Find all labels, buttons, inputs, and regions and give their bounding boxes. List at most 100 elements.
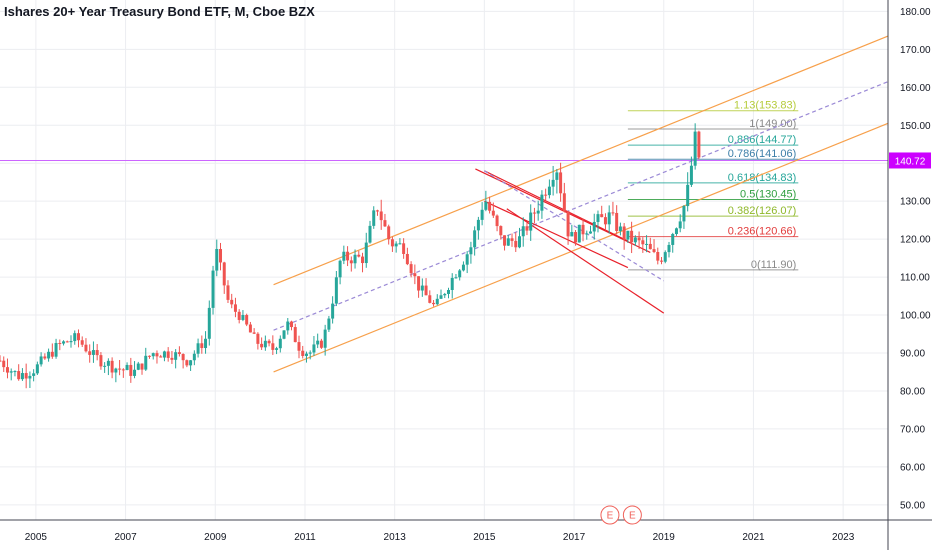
- candle-body: [405, 253, 409, 265]
- y-tick-label: 180.00: [900, 7, 931, 18]
- candle-body: [32, 373, 36, 376]
- candle-body: [301, 350, 305, 356]
- candle-body: [667, 244, 671, 253]
- channel-orange-lower: [273, 122, 889, 373]
- candle-body: [349, 260, 353, 264]
- candle-body: [566, 211, 570, 237]
- x-tick-label: 2013: [384, 532, 407, 543]
- candle-body: [114, 368, 118, 373]
- candle-body: [645, 243, 649, 245]
- candle-body: [589, 231, 593, 234]
- candle-body: [622, 226, 626, 240]
- candle-body: [237, 311, 241, 320]
- y-tick-label: 90.00: [900, 348, 925, 359]
- candle-body: [394, 243, 398, 247]
- candle-body: [338, 260, 342, 278]
- candle-body: [5, 367, 9, 373]
- x-tick-label: 2007: [114, 532, 137, 543]
- channel-purple-dotted: [484, 170, 665, 282]
- candle-body: [559, 172, 563, 194]
- candle-body: [327, 318, 331, 330]
- candle-body: [409, 264, 413, 274]
- candle-body: [682, 206, 686, 222]
- fib-label: 0.5(130.45): [740, 188, 796, 200]
- candle-body: [633, 237, 637, 243]
- candle-body: [76, 333, 80, 341]
- fib-label: 0.382(126.07): [728, 205, 797, 217]
- candle-body: [177, 352, 181, 355]
- candle-body: [443, 293, 447, 296]
- candle-body: [446, 290, 450, 294]
- candle-body: [525, 226, 529, 231]
- candle-body: [465, 254, 469, 265]
- candle-body: [600, 214, 604, 218]
- candle-body: [267, 340, 271, 344]
- candle-body: [316, 340, 320, 345]
- candle-body: [495, 215, 499, 227]
- candle-body: [331, 303, 335, 319]
- candle-body: [140, 363, 144, 370]
- x-tick-label: 2017: [563, 532, 586, 543]
- candle-body: [346, 251, 350, 261]
- candle-body: [585, 233, 589, 235]
- candle-body: [402, 243, 406, 254]
- candle-body: [432, 302, 436, 305]
- candle-body: [555, 172, 559, 180]
- candle-body: [615, 212, 619, 232]
- candle-body: [219, 248, 223, 263]
- candle-body: [450, 277, 454, 291]
- candle-body: [626, 230, 630, 240]
- candle-body: [147, 355, 151, 357]
- candle-body: [503, 235, 507, 246]
- candle-body: [260, 343, 264, 348]
- candle-body: [540, 194, 544, 211]
- candle-body: [521, 226, 525, 237]
- candle-body: [129, 364, 133, 376]
- candle-body: [637, 237, 641, 241]
- candle-body: [674, 228, 678, 235]
- candle-body: [47, 351, 51, 359]
- x-tick-label: 2021: [742, 532, 765, 543]
- candle-body: [417, 276, 421, 291]
- candle-body: [103, 365, 107, 367]
- candle-body: [144, 355, 148, 370]
- earnings-event-icon[interactable]: [622, 505, 642, 525]
- candle-body: [488, 201, 492, 211]
- candle-body: [510, 238, 514, 241]
- channel-orange-upper: [273, 35, 889, 286]
- candle-body: [275, 348, 279, 350]
- candle-body: [17, 371, 21, 380]
- candle-body: [304, 353, 308, 356]
- candle-body: [174, 352, 178, 360]
- candle-body: [189, 360, 193, 366]
- candle-body: [200, 343, 204, 349]
- candle-body: [271, 343, 275, 350]
- candle-body: [551, 179, 555, 187]
- candle-body: [151, 353, 155, 357]
- trend-channels[interactable]: [273, 35, 889, 373]
- candle-body: [263, 340, 267, 348]
- candle-body: [20, 373, 24, 380]
- candle-body: [663, 252, 667, 262]
- candle-body: [106, 360, 110, 366]
- x-tick-label: 2023: [832, 532, 855, 543]
- y-tick-label: 70.00: [900, 424, 925, 435]
- candle-body: [319, 340, 323, 348]
- candle-body: [155, 353, 159, 357]
- fibonacci-retracement[interactable]: 1.13(153.83) 1(149.00) 0.886(144.77) 0.786(…: [627, 100, 799, 271]
- candle-body: [476, 219, 480, 231]
- earnings-event-icon[interactable]: [600, 505, 620, 525]
- candle-body: [368, 225, 372, 243]
- y-tick-label: 80.00: [900, 386, 925, 397]
- candle-body: [248, 324, 252, 333]
- candle-body: [185, 360, 189, 366]
- candle-body: [166, 351, 170, 358]
- candle-body: [204, 338, 208, 349]
- candle-body: [192, 353, 196, 361]
- candle-body: [170, 357, 174, 360]
- candle-body: [577, 224, 581, 243]
- candle-body: [222, 262, 226, 286]
